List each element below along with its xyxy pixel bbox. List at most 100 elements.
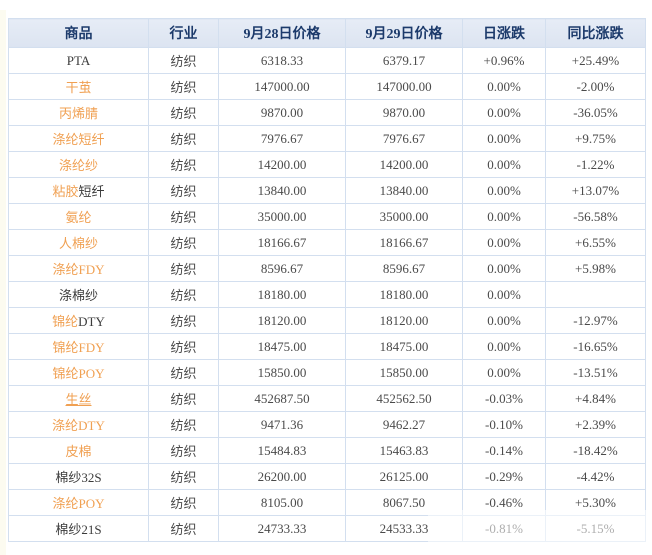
price-0929-cell: 18180.00 — [345, 281, 463, 308]
commodity-link[interactable]: 涤纶FDY — [52, 262, 105, 277]
price-0928-cell: 35000.00 — [218, 203, 346, 230]
commodity-link[interactable]: 人棉纱 — [58, 236, 98, 251]
yoy-change-cell: +13.07% — [545, 177, 646, 204]
industry-cell: 纺织 — [148, 437, 219, 464]
commodity-name-cell[interactable]: 涤纶DTY — [8, 411, 149, 438]
industry-cell: 纺织 — [148, 203, 219, 230]
table-row: 氨纶 纺织 35000.00 35000.00 0.00% -56.58% — [8, 203, 646, 230]
commodity-link[interactable]: 丙烯腈 — [58, 106, 98, 121]
price-0929-cell: 9870.00 — [345, 99, 463, 126]
commodity-name-cell[interactable]: 锦纶POY — [8, 359, 149, 386]
daily-change-cell: 0.00% — [462, 125, 546, 152]
industry-cell: 纺织 — [148, 385, 219, 412]
yoy-change-cell: +2.39% — [545, 411, 646, 438]
price-0928-cell: 26200.00 — [218, 463, 346, 490]
table-row: 涤纶短纤 纺织 7976.67 7976.67 0.00% +9.75% — [8, 125, 646, 152]
industry-cell: 纺织 — [148, 307, 219, 334]
price-0929-cell: 6379.17 — [345, 47, 463, 74]
commodity-link[interactable]: 干茧 — [65, 80, 92, 95]
commodity-link[interactable]: 锦纶FDY — [52, 340, 105, 355]
table-row: 棉纱32S 纺织 26200.00 26125.00 -0.29% -4.42% — [8, 463, 646, 490]
daily-change-cell: 0.00% — [462, 203, 546, 230]
commodity-name-cell[interactable]: 锦纶DTY — [8, 307, 149, 334]
yoy-change-cell: -5.15% — [545, 515, 646, 542]
table-row: 涤纶FDY 纺织 8596.67 8596.67 0.00% +5.98% — [8, 255, 646, 282]
commodity-name-cell[interactable]: 干茧 — [8, 73, 149, 100]
price-0929-cell: 26125.00 — [345, 463, 463, 490]
table-row: 锦纶DTY 纺织 18120.00 18120.00 0.00% -12.97% — [8, 307, 646, 334]
commodity-link[interactable]: 涤纶DTY — [52, 418, 105, 433]
commodity-link[interactable]: 皮棉 — [65, 444, 92, 459]
commodity-link[interactable]: 氨纶 — [65, 210, 92, 225]
commodity-name-cell[interactable]: 丙烯腈 — [8, 99, 149, 126]
industry-cell: 纺织 — [148, 151, 219, 178]
commodity-link[interactable]: 锦纶POY — [52, 366, 105, 381]
commodity-link[interactable]: 粘胶 — [52, 184, 79, 199]
price-0928-cell: 7976.67 — [218, 125, 346, 152]
column-header-yoy_change: 同比涨跌 — [545, 18, 646, 48]
commodity-name-cell[interactable]: 锦纶FDY — [8, 333, 149, 360]
column-header-price_0929: 9月29日价格 — [345, 18, 463, 48]
commodity-name-cell[interactable]: 涤纶短纤 — [8, 125, 149, 152]
price-0928-cell: 9870.00 — [218, 99, 346, 126]
commodity-text: PTA — [66, 52, 91, 68]
table-row: 干茧 纺织 147000.00 147000.00 0.00% -2.00% — [8, 73, 646, 100]
yoy-change-cell: +5.98% — [545, 255, 646, 282]
table-row: 皮棉 纺织 15484.83 15463.83 -0.14% -18.42% — [8, 437, 646, 464]
price-0928-cell: 18120.00 — [218, 307, 346, 334]
column-header-price_0928: 9月28日价格 — [218, 18, 346, 48]
commodity-link[interactable]: 涤纶短纤 — [52, 132, 105, 147]
table-row: 涤纶DTY 纺织 9471.36 9462.27 -0.10% +2.39% — [8, 411, 646, 438]
table-row: 棉纱21S 纺织 24733.33 24533.33 -0.81% -5.15% — [8, 515, 646, 542]
yoy-change-cell: +4.84% — [545, 385, 646, 412]
commodity-price-table: 商品 行业 9月28日价格 9月29日价格 日涨跌 同比涨跌 PTA 纺织 6318.33 63… — [8, 18, 646, 542]
commodity-name-cell[interactable]: 人棉纱 — [8, 229, 149, 256]
price-0928-cell: 452687.50 — [218, 385, 346, 412]
commodity-text: 短纤 — [78, 184, 105, 199]
price-0929-cell: 18166.67 — [345, 229, 463, 256]
price-0928-cell: 8105.00 — [218, 489, 346, 516]
daily-change-cell: -0.46% — [462, 489, 546, 516]
daily-change-cell: -0.10% — [462, 411, 546, 438]
commodity-link[interactable]: 涤纶POY — [52, 496, 105, 511]
industry-cell: 纺织 — [148, 333, 219, 360]
price-0928-cell: 24733.33 — [218, 515, 346, 542]
price-0928-cell: 15850.00 — [218, 359, 346, 386]
commodity-link[interactable]: 锦纶 — [52, 314, 79, 329]
industry-cell: 纺织 — [148, 73, 219, 100]
commodity-name-cell: 棉纱32S — [8, 463, 149, 490]
column-header-commodity: 商品 — [8, 18, 149, 48]
daily-change-cell: 0.00% — [462, 255, 546, 282]
commodity-link[interactable]: 涤纶纱 — [58, 158, 98, 173]
price-0928-cell: 18166.67 — [218, 229, 346, 256]
commodity-name-cell[interactable]: 粘胶短纤 — [8, 177, 149, 204]
commodity-name-cell[interactable]: 氨纶 — [8, 203, 149, 230]
price-0928-cell: 15484.83 — [218, 437, 346, 464]
commodity-text: 棉纱21S — [55, 522, 102, 537]
price-0928-cell: 18180.00 — [218, 281, 346, 308]
price-0929-cell: 35000.00 — [345, 203, 463, 230]
commodity-name-cell[interactable]: 皮棉 — [8, 437, 149, 464]
industry-cell: 纺织 — [148, 489, 219, 516]
price-0929-cell: 15463.83 — [345, 437, 463, 464]
yoy-change-cell — [545, 281, 646, 308]
header-row: 商品 行业 9月28日价格 9月29日价格 日涨跌 同比涨跌 — [8, 18, 646, 48]
daily-change-cell: 0.00% — [462, 99, 546, 126]
commodity-text: 棉纱32S — [55, 470, 102, 485]
industry-cell: 纺织 — [148, 229, 219, 256]
commodity-name-cell[interactable]: 涤纶纱 — [8, 151, 149, 178]
price-0929-cell: 8067.50 — [345, 489, 463, 516]
commodity-name-cell[interactable]: 生丝 — [8, 385, 149, 412]
yoy-change-cell: -12.97% — [545, 307, 646, 334]
column-header-daily_change: 日涨跌 — [462, 18, 546, 48]
table-row: 锦纶POY 纺织 15850.00 15850.00 0.00% -13.51% — [8, 359, 646, 386]
price-0928-cell: 8596.67 — [218, 255, 346, 282]
commodity-name-cell[interactable]: 涤纶FDY — [8, 255, 149, 282]
industry-cell: 纺织 — [148, 411, 219, 438]
yoy-change-cell: +6.55% — [545, 229, 646, 256]
commodity-name-cell[interactable]: 涤纶POY — [8, 489, 149, 516]
price-0929-cell: 7976.67 — [345, 125, 463, 152]
commodity-link[interactable]: 生丝 — [65, 392, 92, 407]
daily-change-cell: 0.00% — [462, 177, 546, 204]
